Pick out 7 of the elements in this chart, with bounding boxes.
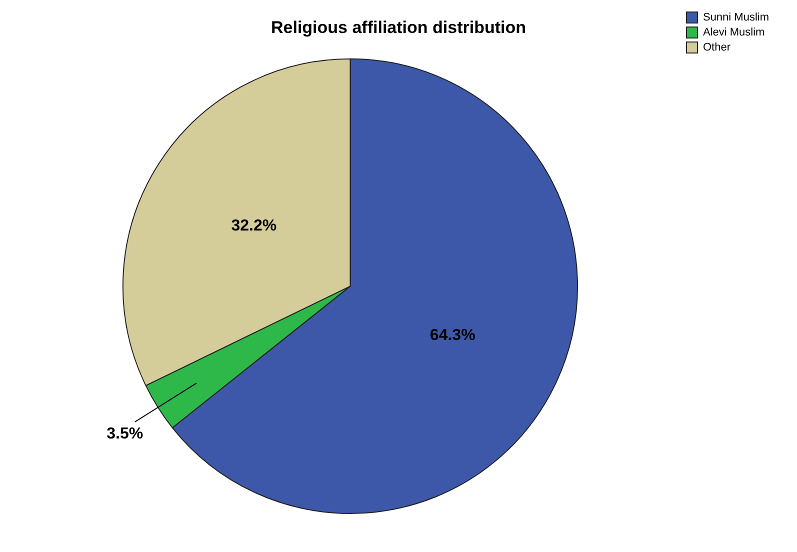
data-label: 64.3% <box>430 326 476 344</box>
data-label: 32.2% <box>231 217 277 234</box>
legend-label: Other <box>702 42 731 54</box>
legend-label: Sunni Muslim <box>702 12 770 24</box>
data-label: 3.5% <box>106 425 144 442</box>
chart-title: Religious affiliation distribution <box>271 18 526 37</box>
legend-label: Alevi Muslim <box>702 26 765 39</box>
